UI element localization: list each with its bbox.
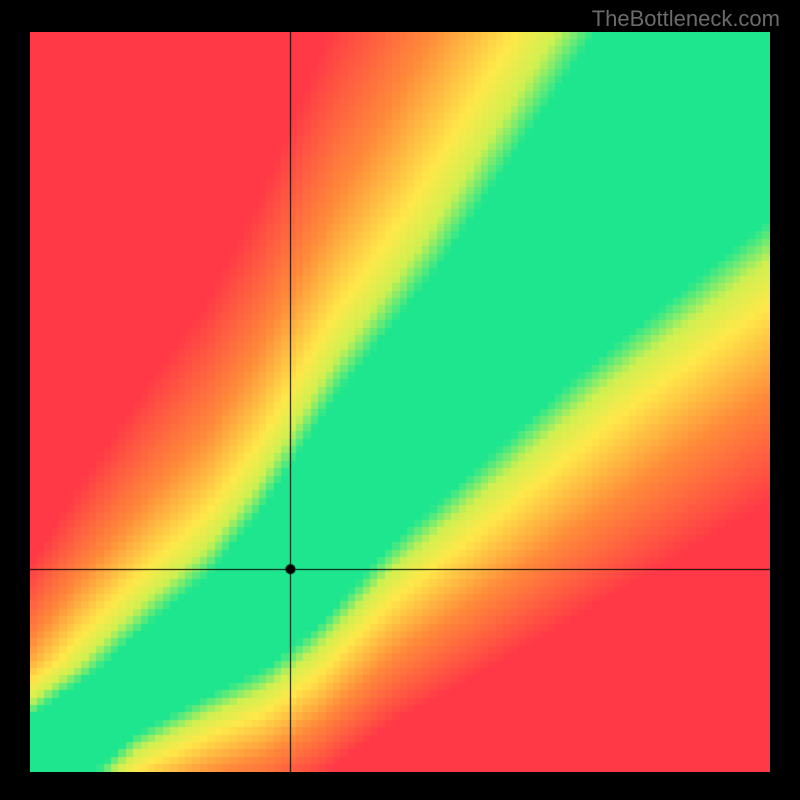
chart-container: TheBottleneck.com xyxy=(0,0,800,800)
heatmap-canvas xyxy=(30,32,770,772)
watermark-text: TheBottleneck.com xyxy=(592,6,780,32)
heatmap-plot xyxy=(30,32,770,772)
